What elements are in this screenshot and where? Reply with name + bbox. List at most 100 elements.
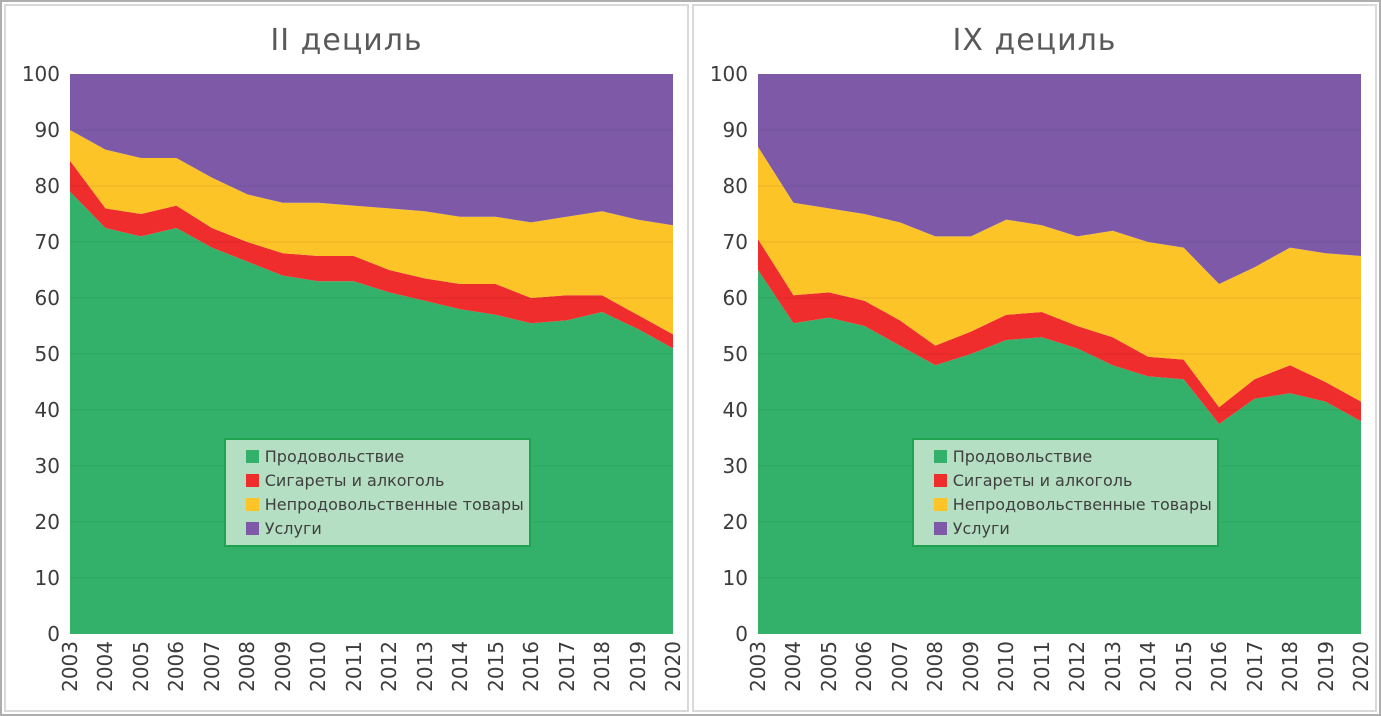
legend: Продовольствие Сигареты и алкоголь Непродо… [223, 438, 532, 548]
x-tick-label: 2007 [887, 641, 912, 692]
legend-label: Продовольствие [264, 447, 405, 467]
x-tick-label: 2008 [923, 641, 948, 692]
area-series-3 [758, 74, 1361, 284]
x-tick-label: 2004 [781, 641, 806, 692]
legend-label: Непродовольственные товары [952, 495, 1212, 515]
area-series-3 [70, 74, 673, 226]
y-tick-label: 90 [722, 118, 748, 142]
x-tick-label: 2006 [852, 641, 877, 692]
legend-swatch-icon [933, 498, 947, 512]
y-tick-label: 70 [34, 230, 60, 254]
y-tick-label: 0 [47, 622, 60, 646]
y-tick-label: 100 [709, 62, 748, 86]
area-series-2 [758, 146, 1361, 408]
y-tick-label: 10 [34, 566, 60, 590]
chart-area: 0 10 20 30 40 50 60 70 80 90 100 Продовольствие Сиг… [6, 64, 687, 692]
x-axis: 2003 2004 2005 2006 2007 2008 2009 2010 2011 2012… [746, 634, 1373, 708]
x-tick-label: 2018 [590, 641, 615, 692]
x-tick-label: 2019 [1313, 641, 1338, 692]
x-tick-label: 2015 [483, 641, 508, 692]
x-tick-label: 2011 [1029, 641, 1054, 692]
y-tick-label: 100 [21, 62, 60, 86]
y-tick-label: 50 [722, 342, 748, 366]
x-tick-label: 2016 [1207, 641, 1232, 692]
legend-swatch-icon [933, 522, 947, 536]
y-tick-label: 0 [735, 622, 748, 646]
x-tick-label: 2013 [412, 641, 437, 692]
x-axis: 2003 2004 2005 2006 2007 2008 2009 2010 2011 2012… [58, 634, 685, 708]
x-tick-label: 2006 [164, 641, 189, 692]
x-tick-label: 2016 [519, 641, 544, 692]
plot-area: Продовольствие Сигареты и алкоголь Непродо… [746, 74, 1373, 692]
x-tick-label: 2005 [816, 641, 841, 692]
legend-swatch-icon [245, 450, 259, 464]
x-tick-label: 2017 [554, 641, 579, 692]
x-tick-label: 2008 [235, 641, 260, 692]
chart-panel-ix-decile: IX дециль 0 10 20 30 40 50 60 70 80 90 100 Продово… [692, 4, 1377, 712]
stacked-area-svg [758, 74, 1361, 634]
legend-label: Услуги [264, 519, 322, 539]
y-tick-label: 80 [34, 174, 60, 198]
x-tick-label: 2020 [1349, 641, 1373, 692]
chart-area: 0 10 20 30 40 50 60 70 80 90 100 Продовольствие Сиг… [694, 64, 1375, 692]
x-tick-label: 2020 [661, 641, 685, 692]
legend-label: Сигареты и алкоголь [952, 471, 1133, 491]
y-tick-label: 30 [34, 454, 60, 478]
chart-title: IX дециль [952, 22, 1117, 58]
legend-item: Сигареты и алкоголь [245, 471, 524, 491]
x-tick-label: 2004 [93, 641, 118, 692]
legend-swatch-icon [933, 474, 947, 488]
y-tick-label: 20 [34, 510, 60, 534]
plot-area: Продовольствие Сигареты и алкоголь Непродо… [58, 74, 685, 692]
legend-label: Сигареты и алкоголь [264, 471, 445, 491]
y-tick-label: 90 [34, 118, 60, 142]
chart-panel-ii-decile: II дециль 0 10 20 30 40 50 60 70 80 90 100 Продово… [4, 4, 689, 712]
x-tick-label: 2003 [746, 641, 770, 692]
chart-title: II дециль [270, 22, 423, 58]
y-tick-label: 40 [34, 398, 60, 422]
x-tick-label: 2014 [1136, 641, 1161, 692]
y-tick-label: 60 [34, 286, 60, 310]
legend-item: Услуги [933, 519, 1212, 539]
legend-item: Услуги [245, 519, 524, 539]
y-tick-label: 20 [722, 510, 748, 534]
x-tick-label: 2010 [306, 641, 331, 692]
x-tick-label: 2015 [1171, 641, 1196, 692]
y-axis: 0 10 20 30 40 50 60 70 80 90 100 [694, 64, 758, 644]
x-tick-label: 2010 [994, 641, 1019, 692]
y-tick-label: 10 [722, 566, 748, 590]
x-tick-label: 2012 [377, 641, 402, 692]
legend-item: Продовольствие [933, 447, 1212, 467]
y-tick-label: 80 [722, 174, 748, 198]
y-tick-label: 40 [722, 398, 748, 422]
x-tick-label: 2014 [448, 641, 473, 692]
x-tick-label: 2009 [270, 641, 295, 692]
area-series-1 [758, 239, 1361, 424]
legend-swatch-icon [933, 450, 947, 464]
legend: Продовольствие Сигареты и алкоголь Непродо… [911, 438, 1220, 548]
y-tick-label: 60 [722, 286, 748, 310]
x-tick-label: 2007 [199, 641, 224, 692]
legend-label: Продовольствие [952, 447, 1093, 467]
x-tick-label: 2018 [1278, 641, 1303, 692]
legend-label: Услуги [952, 519, 1010, 539]
legend-item: Сигареты и алкоголь [933, 471, 1212, 491]
y-axis: 0 10 20 30 40 50 60 70 80 90 100 [6, 64, 70, 644]
legend-swatch-icon [245, 522, 259, 536]
x-tick-label: 2003 [58, 641, 82, 692]
stacked-area-svg [70, 74, 673, 634]
legend-swatch-icon [245, 498, 259, 512]
x-tick-label: 2009 [958, 641, 983, 692]
area-series-1 [70, 160, 673, 349]
legend-item: Продовольствие [245, 447, 524, 467]
legend-item: Непродовольственные товары [245, 495, 524, 515]
x-tick-label: 2017 [1242, 641, 1267, 692]
area-series-2 [70, 130, 673, 335]
y-tick-label: 50 [34, 342, 60, 366]
y-tick-label: 30 [722, 454, 748, 478]
x-tick-label: 2012 [1065, 641, 1090, 692]
legend-item: Непродовольственные товары [933, 495, 1212, 515]
x-tick-label: 2019 [625, 641, 650, 692]
legend-label: Непродовольственные товары [264, 495, 524, 515]
